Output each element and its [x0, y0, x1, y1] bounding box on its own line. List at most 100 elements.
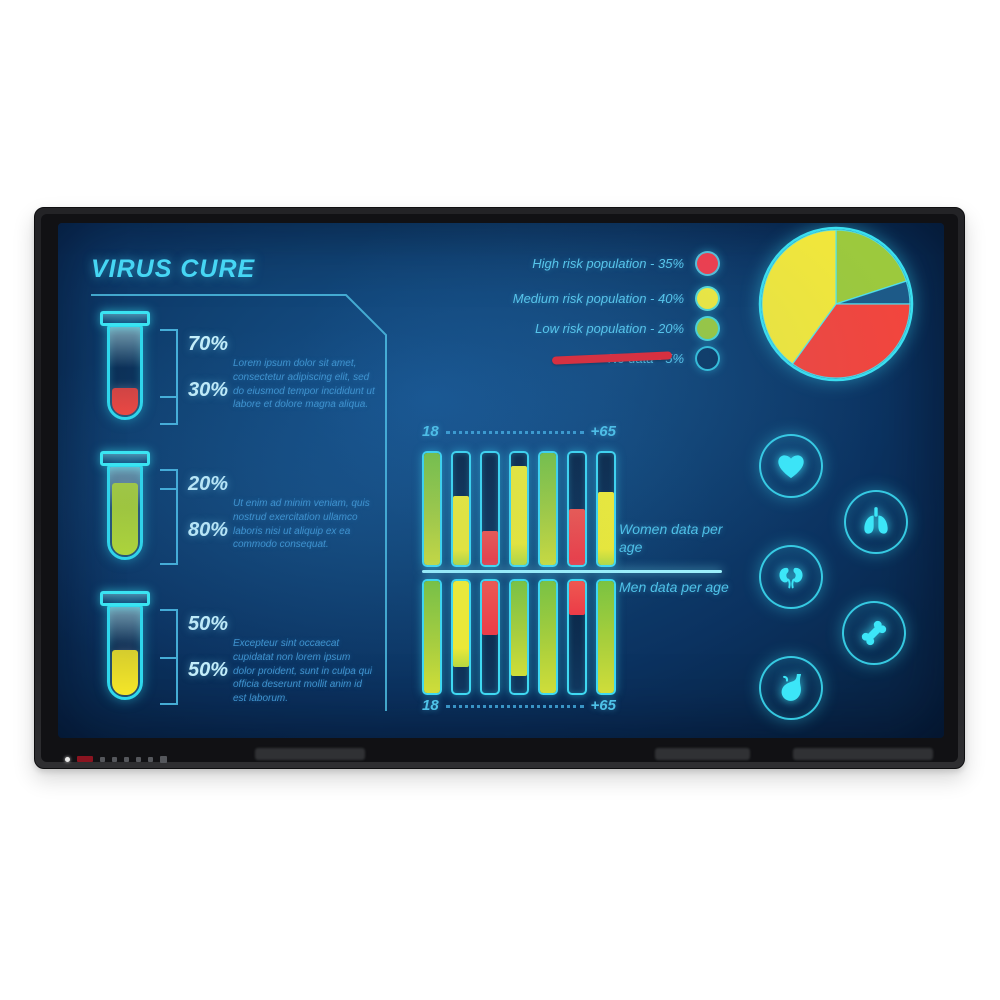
tube-row-3: 50% 50% Excepteur sint occaecat cupidata… — [96, 591, 426, 705]
age-bar — [596, 579, 616, 695]
age-bar-fill — [453, 495, 469, 565]
tube-top-percent: 70% — [188, 333, 229, 355]
tube-row-2: 20% 80% Ut enim ad minim veniam, quis no… — [96, 451, 426, 565]
age-bar — [480, 451, 500, 567]
power-led — [65, 756, 70, 762]
men-age-axis: 18 +65 — [422, 697, 616, 714]
age-bar — [422, 451, 442, 567]
speaker-grille — [655, 748, 750, 760]
women-series-label: Women data per age — [619, 521, 723, 555]
stomach-button[interactable] — [759, 656, 823, 720]
tube-cap — [100, 451, 150, 466]
pie-slice-high-risk-population — [791, 303, 911, 379]
legend-label: Low risk population - 20% — [535, 320, 684, 336]
age-bar-fill — [598, 492, 614, 565]
legend-row-medium-risk[interactable]: Medium risk population - 40% — [436, 284, 720, 312]
age-bar-fill — [511, 466, 527, 565]
pie-slice-low-risk-population — [835, 229, 908, 305]
kidneys-icon — [779, 567, 803, 589]
tube-body — [107, 604, 143, 700]
bone-icon — [861, 620, 887, 646]
tube-fill — [112, 650, 138, 695]
age-bar — [567, 579, 587, 695]
tube-description: Excepteur sint occaecat cupidatat non lo… — [233, 638, 372, 705]
bracket — [160, 469, 178, 565]
age-bar-fill — [424, 581, 440, 693]
stomach-icon — [781, 674, 802, 701]
bezel-button[interactable] — [124, 756, 129, 762]
heart-button[interactable] — [759, 434, 823, 498]
tube-cap — [100, 311, 150, 326]
age-bar — [480, 579, 500, 695]
legend-row-no-data[interactable]: No data - 5% — [436, 344, 720, 372]
bone-button[interactable] — [842, 601, 906, 665]
legend-color-dot — [695, 315, 720, 341]
legend-color-dot — [695, 345, 720, 371]
page-title: VIRUS CURE — [91, 255, 256, 283]
speaker-grille — [793, 748, 933, 760]
tube-row-1: 70% 30% Lorem ipsum dolor sit amet, cons… — [96, 311, 426, 425]
bezel-button[interactable] — [148, 756, 153, 762]
tube-cap — [100, 591, 150, 606]
age-bar — [538, 451, 558, 567]
bracket — [160, 609, 178, 705]
tube-description: Ut enim ad minim veniam, quis nostrud ex… — [233, 498, 370, 551]
age-bar-fill — [453, 581, 469, 668]
speaker-grille — [255, 748, 365, 760]
monitor-frame: VIRUS CURE 70% 30% Lorem ipsum dolor sit… — [34, 207, 965, 769]
age-bar-fill — [569, 509, 585, 565]
age-axis-dotted-line — [445, 705, 584, 708]
age-bar — [451, 579, 471, 695]
men-series-label: Men data per age — [619, 579, 729, 595]
tube-fill — [112, 483, 138, 555]
women-bar-chart — [422, 451, 616, 567]
lungs-button[interactable] — [844, 490, 908, 554]
legend-label: High risk population - 35% — [532, 255, 684, 271]
tube-bottom-percent: 50% — [188, 659, 229, 681]
lungs-icon — [864, 507, 888, 534]
home-button[interactable] — [160, 755, 167, 763]
chart-divider-line — [422, 570, 722, 573]
tube-fill — [112, 388, 138, 415]
pie-slice-medium-risk-population — [761, 229, 837, 365]
display-screen[interactable]: VIRUS CURE 70% 30% Lorem ipsum dolor sit… — [58, 223, 944, 738]
age-bar-fill — [540, 453, 556, 565]
kidneys-button[interactable] — [759, 545, 823, 609]
age-bar — [422, 579, 442, 695]
age-bar-fill — [424, 453, 440, 565]
age-bar — [567, 451, 587, 567]
age-bar — [451, 451, 471, 567]
age-bar — [538, 579, 558, 695]
tube-top-percent: 20% — [188, 473, 229, 495]
tube-description: Lorem ipsum dolor sit amet, consectetur … — [233, 358, 375, 411]
bezel-button[interactable] — [112, 756, 117, 762]
bezel-button[interactable] — [136, 756, 141, 762]
axis-end-label: +65 — [590, 423, 616, 440]
risk-pie-chart — [756, 225, 916, 385]
men-bar-chart — [422, 579, 616, 695]
age-bar — [509, 579, 529, 695]
legend-color-dot — [695, 250, 720, 276]
age-bar-fill — [511, 581, 527, 677]
test-tube-icon — [96, 591, 154, 700]
axis-end-label: +65 — [590, 697, 616, 714]
tube-body — [107, 464, 143, 560]
ir-sensor — [77, 756, 93, 762]
legend-row-high-risk[interactable]: High risk population - 35% — [436, 249, 720, 277]
legend-label: Medium risk population - 40% — [512, 290, 684, 306]
test-tube-icon — [96, 311, 154, 420]
bracket — [160, 329, 178, 425]
women-age-axis: 18 +65 — [422, 423, 616, 440]
tube-top-percent: 50% — [188, 613, 229, 635]
tube-body — [107, 324, 143, 420]
age-bar — [509, 451, 529, 567]
legend-row-low-risk[interactable]: Low risk population - 20% — [436, 314, 720, 342]
age-bar-fill — [598, 581, 614, 693]
age-bar-fill — [482, 581, 498, 635]
axis-start-label: 18 — [422, 697, 439, 714]
heart-icon — [778, 455, 804, 479]
legend-color-dot — [695, 285, 720, 311]
age-bar-fill — [482, 531, 498, 565]
bezel-button[interactable] — [100, 756, 105, 762]
